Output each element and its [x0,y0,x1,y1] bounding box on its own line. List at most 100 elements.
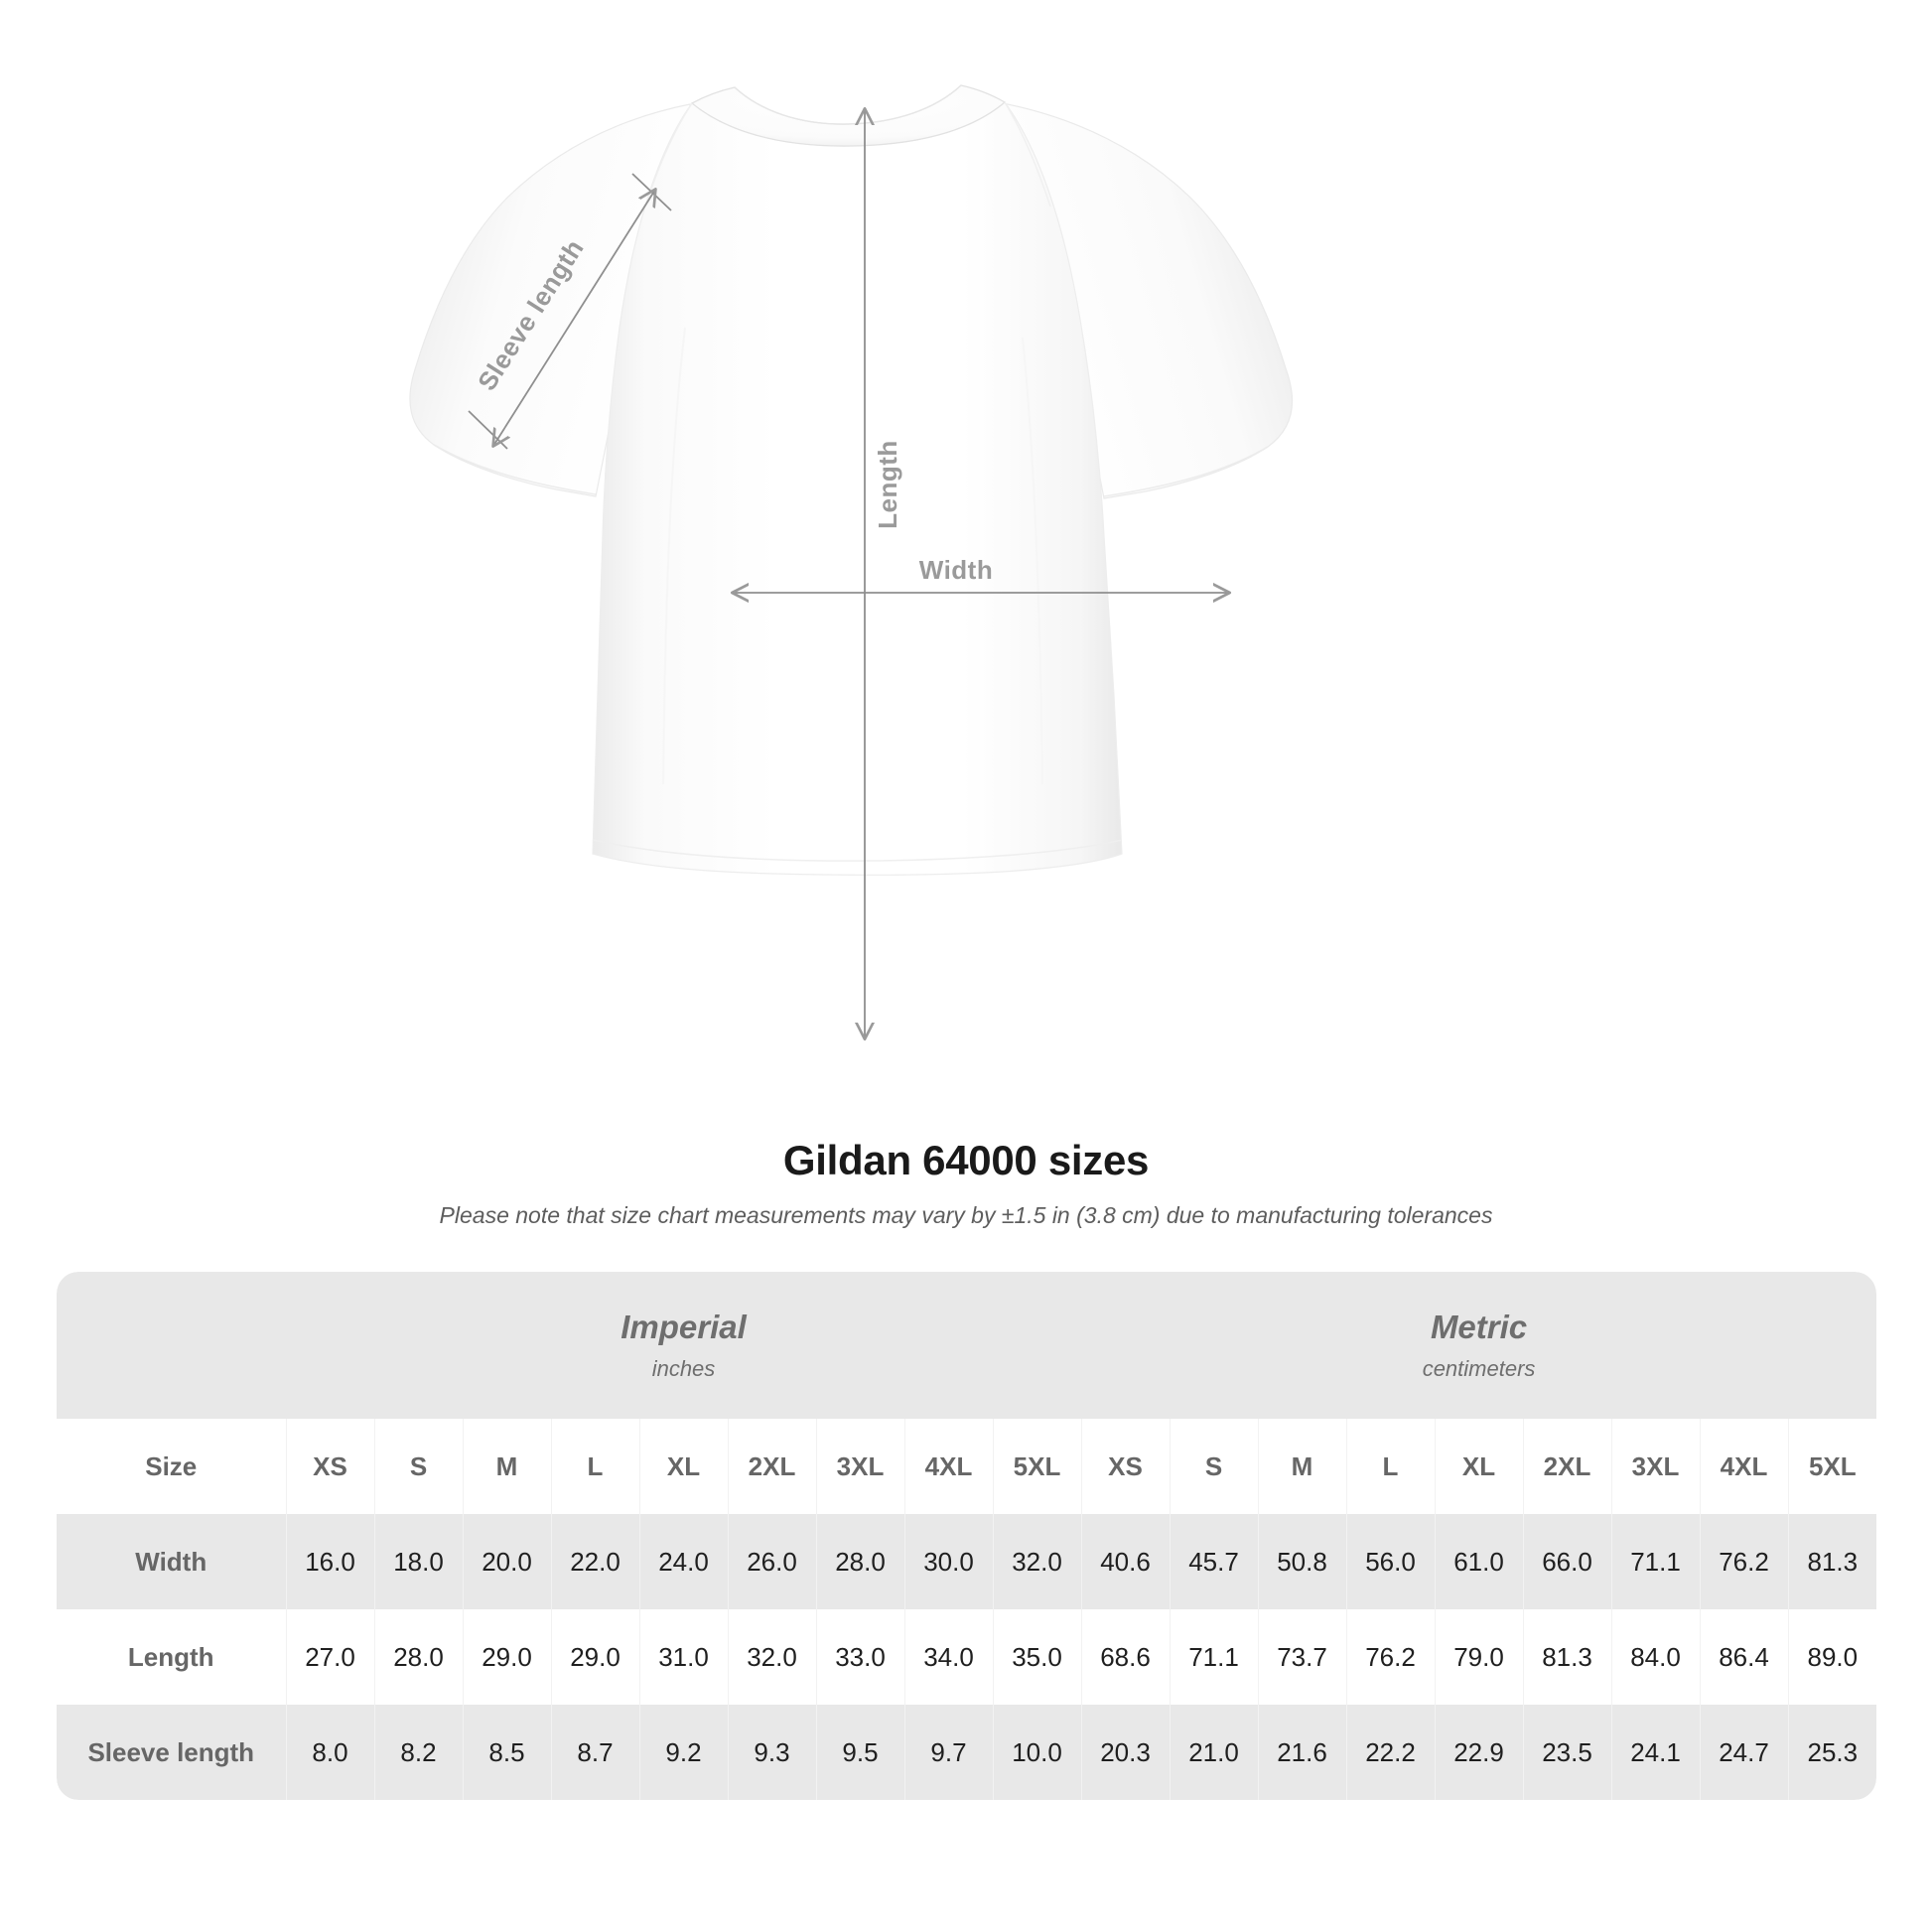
measurement-value: 81.3 [1788,1514,1877,1609]
measurement-value: 30.0 [904,1514,994,1609]
measurement-value: 28.0 [816,1514,905,1609]
measurement-value: 20.3 [1081,1705,1171,1800]
size-code-cell: S [1170,1419,1259,1514]
measurement-value: 28.0 [374,1609,464,1705]
size-code-cell: M [1258,1419,1347,1514]
table-row: Sleeve length 8.0 8.2 8.5 8.7 9.2 9.3 9.… [57,1705,1877,1800]
measurement-value: 23.5 [1523,1705,1612,1800]
measurement-value: 35.0 [993,1609,1082,1705]
measurement-value: 31.0 [639,1609,729,1705]
measurement-value: 89.0 [1788,1609,1877,1705]
tshirt-diagram: Length Width Sleeve length [409,84,1294,1112]
measurement-value: 50.8 [1258,1514,1347,1609]
measurement-value: 79.0 [1435,1609,1524,1705]
measurement-value: 22.9 [1435,1705,1524,1800]
measurement-value: 8.2 [374,1705,464,1800]
size-code-cell: L [1346,1419,1436,1514]
size-code-cell: 3XL [816,1419,905,1514]
size-chart-table: Imperial inches Metric centimeters Size … [57,1272,1877,1800]
measurement-value: 25.3 [1788,1705,1877,1800]
sleeve-arrow-line [493,190,655,446]
size-code-cell: XS [1081,1419,1171,1514]
measurement-value: 24.1 [1611,1705,1701,1800]
size-code-cell: XL [639,1419,729,1514]
page-title: Gildan 64000 sizes [782,1137,1150,1183]
unit-corner-cell [57,1272,286,1419]
size-code-cell: XL [1435,1419,1524,1514]
measurement-value: 56.0 [1346,1514,1436,1609]
size-code-cell: 4XL [1700,1419,1789,1514]
measurement-value: 40.6 [1081,1514,1171,1609]
measurement-value: 20.0 [463,1514,552,1609]
size-header-label: Size [57,1419,287,1514]
measurement-value: 21.6 [1258,1705,1347,1800]
size-chart-table-container: Imperial inches Metric centimeters Size … [57,1272,1877,1800]
unit-group-row: Imperial inches Metric centimeters [57,1272,1877,1419]
width-label: Width [919,555,993,585]
measurement-value: 66.0 [1523,1514,1612,1609]
table-row: Length 27.0 28.0 29.0 29.0 31.0 32.0 33.… [57,1609,1877,1705]
unit-group-metric: Metric centimeters [1081,1272,1877,1419]
measurement-value: 8.5 [463,1705,552,1800]
size-code-cell: 4XL [904,1419,994,1514]
measurement-value: 33.0 [816,1609,905,1705]
measurement-value: 10.0 [993,1705,1082,1800]
measurement-value: 45.7 [1170,1514,1259,1609]
size-code-cell: S [374,1419,464,1514]
measurement-value: 86.4 [1700,1609,1789,1705]
unit-group-imperial: Imperial inches [286,1272,1081,1419]
size-code-cell: 5XL [993,1419,1082,1514]
measurement-value: 81.3 [1523,1609,1612,1705]
size-code-cell: 3XL [1611,1419,1701,1514]
measurement-value: 32.0 [993,1514,1082,1609]
measurement-label: Length [57,1609,287,1705]
measurement-value: 29.0 [551,1609,640,1705]
size-code-cell: 5XL [1788,1419,1877,1514]
measurement-value: 73.7 [1258,1609,1347,1705]
measurement-value: 71.1 [1611,1514,1701,1609]
fold-2 [1022,337,1043,785]
width-dimension: Width [733,555,1229,593]
unit-group-imperial-sub: inches [651,1355,716,1381]
size-code-cell: 2XL [1523,1419,1612,1514]
length-label: Length [873,440,902,529]
measurement-value: 26.0 [728,1514,817,1609]
measurement-value: 27.0 [286,1609,375,1705]
measurement-value: 18.0 [374,1514,464,1609]
fold-1 [662,327,686,785]
chart-heading: Gildan 64000 sizes Please note that size… [0,1137,1932,1229]
measurement-value: 76.2 [1700,1514,1789,1609]
collar-inner-line [734,84,962,125]
measurement-value: 8.0 [286,1705,375,1800]
measurement-value: 9.3 [728,1705,817,1800]
measurement-value: 9.2 [639,1705,729,1800]
bottom-hem [592,839,1123,862]
measurement-value: 24.7 [1700,1705,1789,1800]
measurement-value: 71.1 [1170,1609,1259,1705]
measurement-value: 84.0 [1611,1609,1701,1705]
unit-group-imperial-name: Imperial [621,1309,747,1346]
left-sleeve-hem [433,444,597,495]
measurement-value: 9.5 [816,1705,905,1800]
measurement-label: Sleeve length [57,1705,287,1800]
measurement-value: 9.7 [904,1705,994,1800]
measurement-value: 61.0 [1435,1514,1524,1609]
size-code-cell: M [463,1419,552,1514]
measurement-label: Width [57,1514,287,1609]
tolerance-note: Please note that size chart measurements… [439,1202,1493,1228]
measurement-value: 68.6 [1081,1609,1171,1705]
measurement-value: 22.0 [551,1514,640,1609]
measurement-value: 29.0 [463,1609,552,1705]
size-code-cell: L [551,1419,640,1514]
right-shoulder-seam [1004,101,1051,207]
length-dimension: Length [865,109,902,1038]
size-code-cell: XS [286,1419,375,1514]
measurement-value: 8.7 [551,1705,640,1800]
measurement-value: 76.2 [1346,1609,1436,1705]
measurement-value: 22.2 [1346,1705,1436,1800]
unit-group-metric-sub: centimeters [1422,1355,1536,1381]
size-header-row: Size XS S M L XL 2XL 3XL 4XL 5XL XS S M … [57,1419,1877,1514]
unit-group-metric-name: Metric [1430,1309,1528,1346]
measurement-value: 34.0 [904,1609,994,1705]
measurement-value: 24.0 [639,1514,729,1609]
